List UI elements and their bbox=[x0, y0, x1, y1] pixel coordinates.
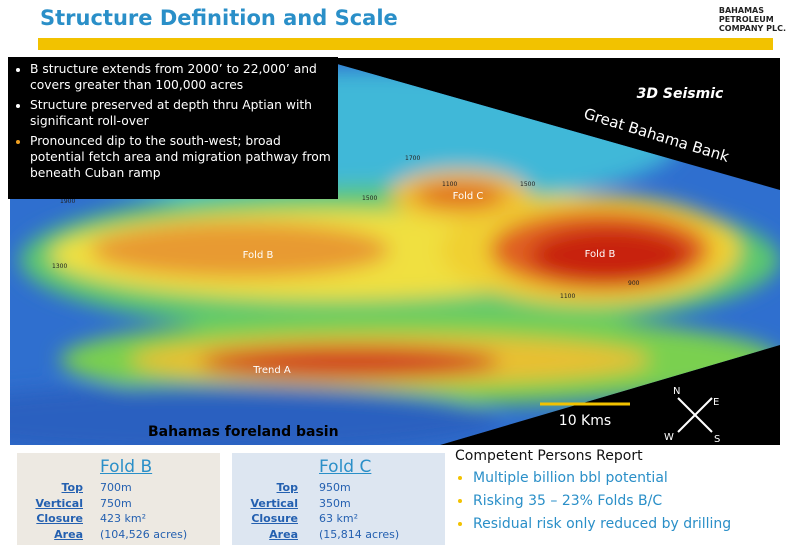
map-label: Bahamas foreland basin bbox=[148, 424, 339, 440]
fold-value: (15,814 acres) bbox=[319, 527, 400, 541]
map-label: Trend A bbox=[252, 365, 291, 376]
report-item: Residual risk only reduced by drilling bbox=[473, 516, 731, 532]
title-bar bbox=[38, 38, 773, 50]
fold-values: 700m 750m 423 km² (104,526 acres) bbox=[100, 480, 187, 542]
bullet: Pronounced dip to the south-west; broad … bbox=[30, 133, 338, 181]
report-list: Multiple billion bbl potential Risking 3… bbox=[455, 470, 731, 532]
fold-labels: Top Vertical Closure Area bbox=[232, 480, 298, 542]
fold-value: (104,526 acres) bbox=[100, 527, 188, 541]
compass-label: N bbox=[673, 386, 680, 397]
report-item: Risking 35 – 23% Folds B/C bbox=[473, 493, 731, 509]
fold-label: Vertical bbox=[250, 496, 298, 510]
contour-label: 900 bbox=[628, 280, 640, 287]
summary-box: B structure extends from 2000’ to 22,000… bbox=[8, 57, 338, 199]
fold-label: Area bbox=[269, 527, 298, 541]
contour-labels: 1700 1500 1100 1300 1900 1500 900 1100 bbox=[52, 155, 640, 300]
fold-label: Vertical bbox=[35, 496, 83, 510]
contour-label: 1100 bbox=[560, 293, 575, 300]
contour-label: 1500 bbox=[520, 181, 535, 188]
compass-label: S bbox=[714, 434, 720, 445]
fold-name: Fold B bbox=[100, 457, 153, 477]
logo-line: COMPANY PLC. bbox=[718, 24, 786, 33]
fold-label: Top bbox=[61, 481, 83, 494]
logo-line: PETROLEUM bbox=[718, 15, 774, 24]
fold-value: 950m bbox=[319, 481, 351, 494]
fold-value: 700m bbox=[100, 481, 132, 494]
fold-label: Closure bbox=[251, 512, 298, 525]
report: Competent Persons Report Multiple billio… bbox=[455, 448, 731, 539]
fold-value: 63 km² bbox=[319, 512, 358, 525]
contour-label: 1300 bbox=[52, 263, 67, 270]
fold-labels: Top Vertical Closure Area bbox=[17, 480, 83, 542]
fold-values: 950m 350m 63 km² (15,814 acres) bbox=[319, 480, 399, 542]
scale-label: 10 Kms bbox=[559, 413, 611, 429]
bullet: Structure preserved at depth thru Aptian… bbox=[30, 97, 338, 129]
report-title: Competent Persons Report bbox=[455, 448, 643, 464]
compass-label: W bbox=[664, 432, 674, 443]
fold-value: 350m bbox=[319, 496, 351, 510]
contour-label: 1100 bbox=[442, 181, 457, 188]
logo-line: BAHAMAS bbox=[718, 6, 764, 15]
fold-card: Fold C Top Vertical Closure Area 950m 350m 63… bbox=[232, 453, 445, 545]
contour-label: 1900 bbox=[60, 198, 75, 205]
report-item: Multiple billion bbl potential bbox=[473, 470, 731, 486]
fold-value: 423 km² bbox=[100, 512, 146, 525]
fold-label: Area bbox=[54, 527, 83, 541]
compass bbox=[677, 397, 713, 433]
map-label: 3D Seismic bbox=[637, 86, 724, 102]
contour-label: 1500 bbox=[362, 195, 377, 202]
logo: BAHAMAS PETROLEUM COMPANY PLC. bbox=[719, 6, 786, 33]
contour-label: 1700 bbox=[405, 155, 420, 162]
map-label: Fold B bbox=[585, 249, 616, 260]
map-label: Fold B bbox=[243, 250, 274, 261]
fold-card: Fold B Top Vertical Closure Area 700m 750m 42… bbox=[17, 453, 220, 545]
bullet: B structure extends from 2000’ to 22,000… bbox=[30, 61, 338, 93]
map-label: Fold C bbox=[453, 191, 484, 202]
fold-label: Top bbox=[276, 481, 298, 494]
fold-value: 750m bbox=[100, 496, 132, 510]
fold-name: Fold C bbox=[319, 457, 372, 477]
fold-label: Closure bbox=[36, 512, 83, 525]
summary-list: B structure extends from 2000’ to 22,000… bbox=[8, 61, 338, 181]
slide-title: Structure Definition and Scale bbox=[40, 6, 398, 30]
compass-label: E bbox=[713, 397, 719, 408]
